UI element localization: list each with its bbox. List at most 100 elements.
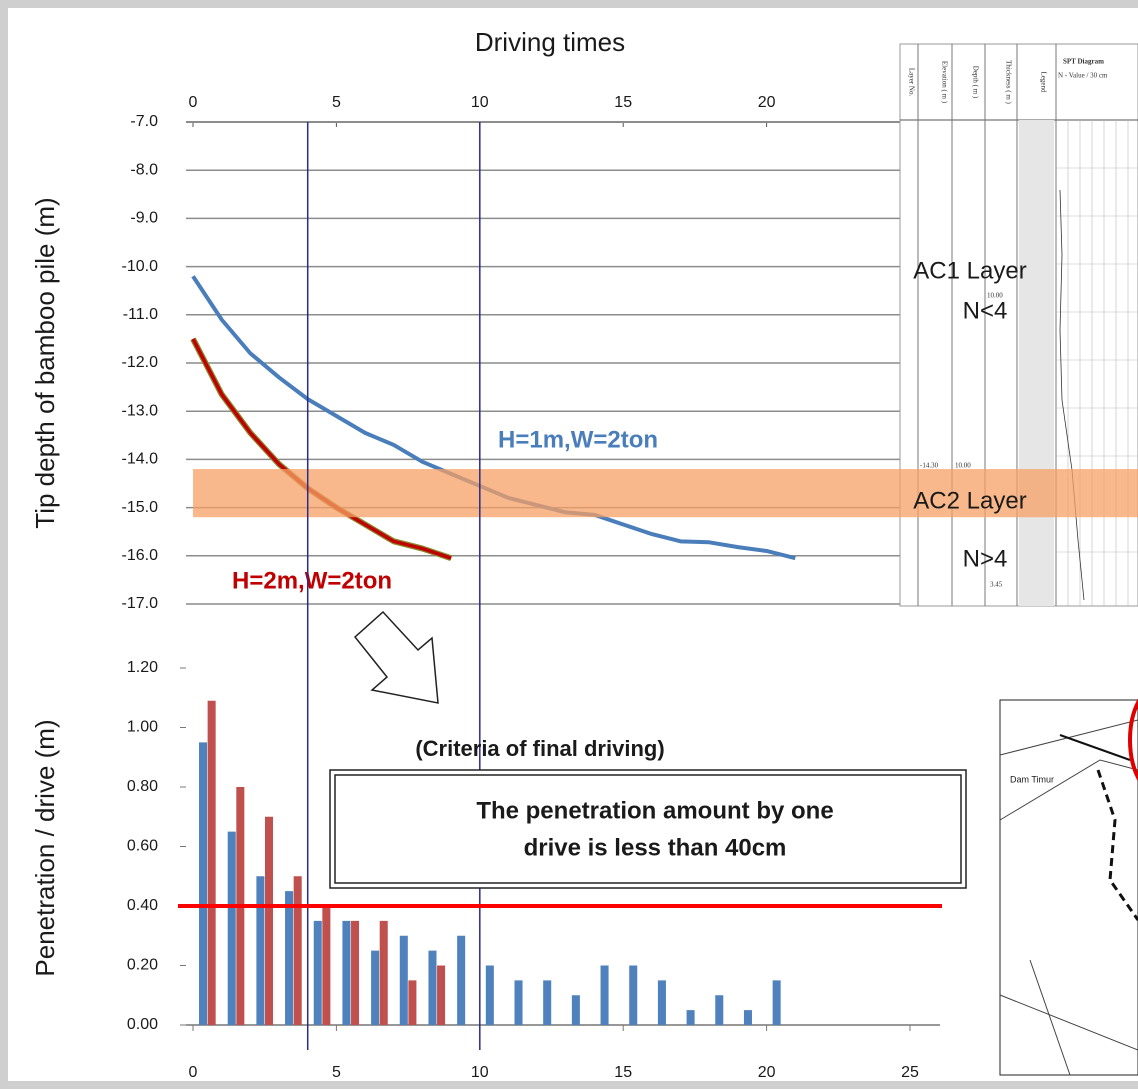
bar	[379, 920, 388, 1025]
y-tick-label: -15.0	[122, 499, 159, 516]
map-road	[999, 994, 1138, 1051]
spt-log-image: Layer No. Elevation ( m ) Depth ( m ) Th…	[899, 43, 1138, 607]
bar	[437, 965, 446, 1025]
y-tick-label: 0.60	[127, 838, 158, 855]
spt-header: Depth ( m )	[971, 66, 979, 99]
series-label: H=1m,W=2ton	[498, 426, 658, 453]
spt-legend-fill	[1019, 120, 1054, 606]
spt-value: 10.00	[955, 462, 971, 470]
arrow	[353, 610, 439, 704]
map-image: Dam Timur	[999, 698, 1138, 1076]
criteria-title: (Criteria of final driving)	[415, 736, 664, 761]
layer-label: AC2 Layer	[913, 487, 1026, 514]
x-tick-label: 25	[901, 1064, 919, 1081]
spt-value: 10.00	[987, 292, 1003, 300]
bar	[207, 700, 216, 1025]
y-tick-label: 0.00	[127, 1016, 158, 1033]
y-tick-label: -10.0	[122, 258, 159, 275]
bar	[514, 980, 523, 1025]
y-axis-title: Penetration / drive (m)	[30, 719, 60, 976]
layer-label: N<4	[963, 297, 1008, 324]
x-tick-label: 20	[758, 94, 776, 111]
bar	[743, 1010, 752, 1025]
bar	[715, 995, 724, 1025]
y-axis-title: Tip depth of bamboo pile (m)	[30, 197, 60, 528]
map-road	[999, 759, 1138, 821]
x-tick-label: 15	[614, 94, 632, 111]
spt-grid	[1056, 120, 1138, 606]
bar	[408, 980, 417, 1025]
bar	[256, 876, 265, 1025]
x-tick-label: 0	[189, 94, 198, 111]
layer-label: N>4	[963, 545, 1008, 572]
bar	[485, 965, 494, 1025]
band-layer	[193, 469, 1138, 518]
annotation-layer: H=1m,W=2ton H=2m,W=2ton (Criteria of final…	[178, 122, 967, 1050]
bar	[686, 1010, 695, 1025]
spt-header: Elevation ( m )	[940, 61, 948, 104]
y-tick-label: -14.0	[122, 451, 159, 468]
y-tick-label: -13.0	[122, 402, 159, 419]
y-tick-label: 1.00	[127, 719, 158, 736]
x-tick-label: 5	[332, 94, 341, 111]
x-tick-label: 10	[471, 94, 489, 111]
x-tick-label: 5	[332, 1064, 341, 1081]
bar	[351, 920, 360, 1025]
spt-value: -14.30	[920, 462, 939, 470]
y-tick-label: -7.0	[130, 113, 158, 130]
spt-header: Layer No.	[907, 68, 915, 97]
x-tick-label: 15	[614, 1064, 632, 1081]
y-tick-label: -9.0	[130, 210, 158, 227]
y-tick-label: -11.0	[123, 306, 158, 323]
criteria-box-inner	[334, 774, 962, 884]
x-tick-label: 20	[758, 1064, 776, 1081]
map-boundary	[1096, 769, 1138, 921]
spt-header: Legend	[1039, 72, 1047, 93]
bar	[457, 935, 466, 1025]
bar	[399, 935, 408, 1025]
bar	[428, 950, 437, 1025]
bar	[285, 891, 294, 1025]
x-axis-title: Driving times	[475, 27, 625, 57]
layer-label: AC1 Layer	[913, 257, 1026, 284]
y-tick-label: 0.20	[127, 957, 158, 974]
spt-header: Thickness ( m )	[1004, 60, 1012, 104]
bar	[371, 950, 380, 1025]
bar	[264, 816, 274, 1025]
y-tick-label: -17.0	[122, 595, 159, 612]
bar	[571, 995, 580, 1025]
y-tick-label: -12.0	[122, 354, 159, 371]
criteria-note: The penetration amount by one	[476, 797, 833, 824]
map-label: Dam Timur	[1010, 774, 1054, 784]
spt-header: SPT Diagram	[1063, 58, 1104, 66]
y-tick-label: 0.40	[127, 897, 158, 914]
bar	[772, 980, 781, 1025]
layer-band	[193, 469, 1138, 518]
bar	[342, 920, 351, 1025]
bar	[227, 831, 236, 1025]
y-tick-label: 0.80	[127, 778, 158, 795]
spt-curve	[1059, 189, 1085, 601]
series-label: H=2m,W=2ton	[232, 567, 392, 594]
bar	[293, 876, 302, 1025]
bar	[199, 742, 208, 1025]
bar	[657, 980, 666, 1025]
map-road	[1029, 959, 1071, 1076]
bar	[543, 980, 552, 1025]
spt-header: N - Value / 30 cm	[1058, 72, 1108, 80]
bar	[600, 965, 609, 1025]
bar	[629, 965, 638, 1025]
x-tick-label: 0	[189, 1064, 198, 1081]
map-line	[1059, 734, 1131, 761]
criteria-box	[329, 769, 967, 889]
bar	[322, 906, 331, 1025]
spt-value: 3.45	[990, 581, 1003, 589]
bar	[313, 920, 322, 1025]
y-tick-label: -16.0	[122, 547, 159, 564]
criteria-note: drive is less than 40cm	[524, 834, 787, 861]
map-highlight	[1128, 698, 1138, 782]
y-tick-label: -8.0	[130, 161, 158, 178]
y-tick-label: 1.20	[127, 659, 158, 676]
